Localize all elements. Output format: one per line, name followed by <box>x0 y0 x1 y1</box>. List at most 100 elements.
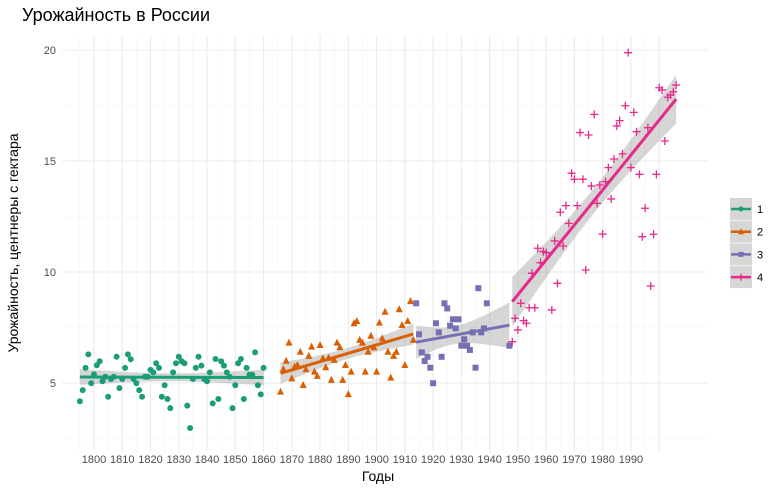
x-tick-label: 1920 <box>421 454 445 466</box>
data-point-2 <box>330 355 338 363</box>
x-tick-label: 1870 <box>280 454 304 466</box>
legend-marker-4 <box>737 273 745 281</box>
data-point-4 <box>511 314 520 323</box>
data-point-1 <box>192 364 199 371</box>
data-point-2 <box>285 338 293 346</box>
trend-lines <box>79 98 678 380</box>
data-point-2 <box>401 361 409 369</box>
data-point-3 <box>475 285 482 292</box>
data-point-4 <box>621 101 630 110</box>
data-point-4 <box>581 266 590 275</box>
data-point-1 <box>252 349 259 356</box>
data-point-1 <box>220 362 227 369</box>
data-point-2 <box>313 371 321 379</box>
confidence-bands <box>79 74 677 386</box>
data-point-3 <box>478 329 485 336</box>
data-point-4 <box>533 244 542 253</box>
legend-marker-3 <box>738 251 744 257</box>
data-point-1 <box>88 380 95 387</box>
data-point-2 <box>384 347 392 355</box>
data-point-1 <box>223 369 230 376</box>
data-point-2 <box>375 318 383 326</box>
x-tick-label: 1830 <box>167 454 191 466</box>
data-point-4 <box>556 208 565 217</box>
data-point-2 <box>398 321 406 329</box>
data-point-2 <box>361 367 369 375</box>
data-point-1 <box>164 395 171 402</box>
x-tick-label: 1900 <box>364 454 388 466</box>
data-point-1 <box>229 405 236 412</box>
x-tick-label: 1970 <box>562 454 586 466</box>
legend-label-3: 3 <box>757 249 763 261</box>
data-point-2 <box>347 367 355 375</box>
data-point-4 <box>618 149 627 158</box>
x-tick-label: 1910 <box>393 454 417 466</box>
data-point-3 <box>483 300 490 307</box>
data-point-4 <box>542 248 551 257</box>
data-point-4 <box>615 116 624 125</box>
data-point-2 <box>308 342 316 350</box>
data-point-2 <box>344 390 352 398</box>
data-point-4 <box>559 242 568 251</box>
data-point-3 <box>455 316 462 323</box>
data-point-3 <box>427 364 434 371</box>
data-point-4 <box>612 121 621 130</box>
data-point-1 <box>240 395 247 402</box>
data-point-4 <box>530 303 539 312</box>
data-point-2 <box>378 334 386 342</box>
data-point-1 <box>167 405 174 412</box>
legend: 1 2 3 4 <box>730 198 763 289</box>
y-tick-label: 10 <box>44 267 56 279</box>
data-point-3 <box>424 353 431 360</box>
data-point-2 <box>367 331 375 339</box>
data-point-3 <box>449 316 456 323</box>
data-point-4 <box>638 232 647 241</box>
data-point-1 <box>212 356 219 363</box>
data-point-4 <box>660 137 669 146</box>
data-point-3 <box>421 358 428 365</box>
data-point-4 <box>508 337 517 346</box>
data-point-4 <box>632 127 641 136</box>
data-point-1 <box>155 364 162 371</box>
x-tick-label: 1950 <box>506 454 530 466</box>
confidence-band-3 <box>416 302 510 359</box>
data-point-4 <box>652 170 661 179</box>
data-point-2 <box>409 335 417 343</box>
data-point-4 <box>626 163 635 172</box>
legend-marker-1 <box>738 206 744 212</box>
data-point-1 <box>133 380 140 387</box>
data-point-1 <box>85 351 92 358</box>
data-point-4 <box>604 163 613 172</box>
data-point-1 <box>232 382 239 389</box>
data-point-2 <box>390 351 398 359</box>
data-point-1 <box>209 400 216 407</box>
data-point-3 <box>444 305 451 312</box>
data-point-1 <box>99 378 106 385</box>
data-point-3 <box>438 353 445 360</box>
data-point-1 <box>158 393 165 400</box>
data-point-1 <box>116 385 123 392</box>
data-point-2 <box>327 375 335 383</box>
x-tick-label: 1890 <box>336 454 360 466</box>
data-point-4 <box>570 175 579 184</box>
data-point-3 <box>506 342 513 349</box>
data-point-4 <box>669 87 678 96</box>
data-point-1 <box>161 382 168 389</box>
data-point-1 <box>260 364 267 371</box>
x-tick-label: 1940 <box>477 454 501 466</box>
data-point-4 <box>567 169 576 178</box>
data-point-4 <box>593 199 602 208</box>
y-tick-label: 5 <box>50 378 56 390</box>
data-point-1 <box>198 362 205 369</box>
data-point-2 <box>407 297 415 305</box>
data-point-4 <box>635 170 644 179</box>
data-point-1 <box>187 425 194 432</box>
data-point-2 <box>358 338 366 346</box>
data-point-4 <box>564 219 573 228</box>
data-point-3 <box>466 346 473 353</box>
legend-label-4: 4 <box>757 272 763 284</box>
data-point-4 <box>624 48 633 57</box>
data-point-1 <box>136 387 143 394</box>
x-tick-label: 1840 <box>195 454 219 466</box>
